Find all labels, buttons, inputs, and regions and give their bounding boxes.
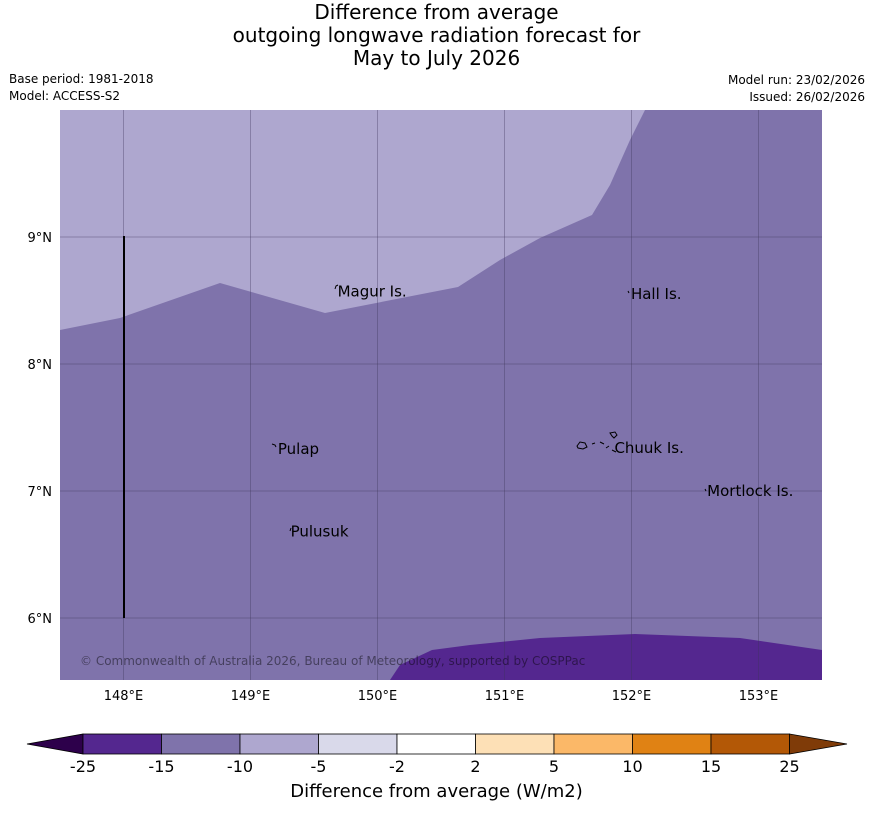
meta-left: Base period: 1981-2018 Model: ACCESS-S2 — [9, 71, 154, 105]
lat-tick-label: 8°N — [28, 358, 53, 373]
place-label: Pulusuk — [291, 523, 349, 541]
colorbar-tick-label: -2 — [389, 757, 405, 776]
colorbar-tick-label: 25 — [779, 757, 800, 776]
island-mortlock — [704, 488, 707, 492]
place-labels: Magur Is. Hall Is. Pulap Chuuk Is. Mortlock … — [278, 283, 793, 541]
colorbar-segment — [553, 733, 633, 755]
title-line-1: Difference from average — [314, 0, 559, 24]
lat-tick-label: 6°N — [28, 612, 53, 627]
colorbar-segment — [475, 733, 555, 755]
colorbar-tick-label: -10 — [226, 757, 254, 776]
lon-tick-label: 149°E — [231, 689, 271, 704]
place-label: Pulap — [278, 440, 319, 458]
issued-date: Issued: 26/02/2026 — [749, 90, 865, 104]
island-hall — [627, 290, 630, 294]
colorbar-segment — [710, 733, 790, 755]
base-period: Base period: 1981-2018 — [9, 72, 154, 86]
island-pulusuk — [289, 527, 292, 532]
islands — [271, 284, 707, 532]
copyright: © Commonwealth of Australia 2026, Bureau… — [80, 654, 585, 668]
island-magur — [334, 284, 339, 290]
colorbar-label: Difference from average (W/m2) — [290, 781, 583, 802]
colorbar-tick-label: -5 — [310, 757, 327, 776]
colorbar-under-arrow — [26, 733, 84, 755]
title-line-2: outgoing longwave radiation forecast for — [232, 23, 641, 47]
place-label: Mortlock Is. — [707, 482, 793, 500]
lon-tick-label: 150°E — [358, 689, 398, 704]
lon-tick-label: 148°E — [104, 689, 144, 704]
colorbar-tick-label: 5 — [548, 757, 560, 776]
colorbar-tick-label: -15 — [148, 757, 175, 776]
colorbar-segment — [632, 733, 712, 755]
colorbar-segment — [82, 733, 162, 755]
colorbar-segment — [239, 733, 319, 755]
colorbar-segment — [318, 733, 398, 755]
map-area: Magur Is. Hall Is. Pulap Chuuk Is. Mortlock … — [60, 110, 822, 680]
place-label: Hall Is. — [631, 285, 682, 303]
colorbar-tick-label: 15 — [700, 757, 722, 776]
meta-right: Model run: 23/02/2026 Issued: 26/02/2026 — [728, 72, 865, 106]
place-label: Magur Is. — [338, 283, 407, 301]
region-light — [60, 110, 645, 330]
colorbar-segment — [161, 733, 241, 755]
colorbar-segment — [396, 733, 476, 755]
model-run: Model run: 23/02/2026 — [727, 73, 865, 87]
axis-labels: 148°E 149°E 150°E 151°E 152°E 153°E 9°N 8°N 7°N 6… — [28, 231, 779, 704]
colorbar-over-arrow — [789, 733, 848, 755]
lon-tick-label: 151°E — [485, 689, 525, 704]
colorbar-tick-label: 10 — [622, 757, 643, 776]
lon-tick-label: 152°E — [612, 689, 652, 704]
island-chuuk — [576, 431, 618, 453]
region-dark — [390, 634, 822, 680]
model-name: Model: ACCESS-S2 — [9, 89, 121, 103]
lon-tick-label: 153°E — [739, 689, 779, 704]
island-pulap — [271, 443, 277, 448]
lat-tick-label: 7°N — [28, 485, 53, 500]
colorbar-tick-label: -25 — [69, 757, 97, 776]
colorbar — [26, 733, 848, 755]
lat-tick-label: 9°N — [28, 231, 53, 246]
place-label: Chuuk Is. — [614, 439, 683, 457]
title-line-3: May to July 2026 — [352, 46, 521, 70]
colorbar-tick-label: 2 — [470, 757, 481, 776]
